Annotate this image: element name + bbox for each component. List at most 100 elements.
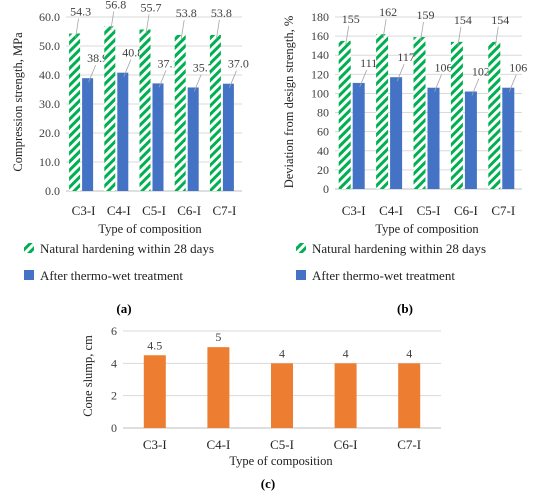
- chart-b-label-leader: [471, 78, 480, 96]
- chart-a-label-leader: [123, 59, 132, 77]
- chart-c-y-tick-label: 6: [111, 324, 117, 338]
- chart-c-x-axis-label: Type of composition: [229, 454, 333, 468]
- chart-a-label-leader: [75, 18, 79, 38]
- chart-b: Deviation from design strength, % Type o…: [282, 5, 527, 316]
- chart-b-panel-label: (b): [397, 301, 413, 316]
- chart-b-y-tick-label: 120: [311, 67, 329, 81]
- chart-c-x-tick-label: C6-I: [334, 437, 358, 452]
- chart-a-x-tick-label: C6-I: [177, 203, 201, 218]
- chart-a: Compression strength, MPa Type of compos…: [11, 0, 249, 316]
- chart-b-bar: [376, 34, 389, 190]
- chart-b-label-leader: [382, 19, 387, 39]
- chart-c-data-label: 4: [279, 346, 285, 360]
- chart-a-bar: [82, 78, 94, 191]
- chart-c-y-tick-label: 0: [111, 421, 117, 435]
- chart-b-y-tick-label: 100: [311, 86, 329, 100]
- chart-b-data-label: 106: [509, 61, 527, 75]
- chart-a-x-tick-label: C3-I: [72, 203, 96, 218]
- chart-b-y-tick-label: 20: [317, 163, 329, 177]
- chart-c-x-tick-label: C5-I: [270, 437, 294, 452]
- chart-a-bar: [222, 83, 234, 191]
- chart-a-legend-label-thermo: After thermo-wet treatment: [40, 268, 183, 283]
- chart-a-y-tick-label: 20.0: [39, 126, 60, 140]
- chart-b-label-leader: [396, 64, 405, 82]
- chart-a-data-label: 56.8: [105, 0, 126, 11]
- chart-b-y-tick-label: 0: [323, 182, 329, 196]
- chart-a-y-tick-label: 60.0: [39, 10, 60, 24]
- chart-a-data-label: 55.7: [141, 0, 162, 14]
- chart-a-x-axis-label: Type of composition: [98, 222, 202, 236]
- chart-a-data-label: 37.1: [158, 56, 179, 70]
- chart-b-legend: Natural hardening within 28 days After t…: [296, 241, 486, 283]
- chart-b-bar: [338, 40, 351, 190]
- chart-c-bar: [207, 347, 230, 428]
- chart-b-x-axis-label: Type of composition: [375, 222, 479, 236]
- chart-b-bar: [413, 37, 426, 189]
- chart-b-bar: [450, 41, 463, 189]
- chart-b-x-tick-label: C5-I: [417, 203, 441, 218]
- chart-a-x-tick-label: C7-I: [212, 203, 236, 218]
- chart-a-data-label: 37.0: [228, 57, 249, 71]
- chart-c-y-axis-label: Cone slump, cm: [81, 335, 95, 417]
- chart-b-y-tick-label: 60: [317, 125, 329, 139]
- chart-b-label-leader: [457, 26, 462, 46]
- chart-b-data-label: 102: [472, 65, 490, 79]
- chart-b-y-tick-label: 40: [317, 144, 329, 158]
- chart-a-label-leader: [193, 74, 202, 92]
- chart-c-data-label: 4.5: [147, 338, 162, 352]
- chart-c-data-label: 5: [215, 330, 221, 344]
- chart-c-data-label: 4: [406, 346, 412, 360]
- chart-a-label-leader: [145, 14, 150, 34]
- chart-a-data-label: 53.8: [176, 6, 197, 20]
- chart-b-data-label: 106: [435, 61, 453, 75]
- chart-b-bar: [427, 87, 440, 189]
- chart-b-label-leader: [494, 26, 499, 46]
- chart-b-label-leader: [345, 25, 350, 45]
- chart-c-data-label: 4: [343, 346, 349, 360]
- chart-a-panel-label: (a): [116, 301, 131, 316]
- chart-a-y-tick-label: 0.0: [45, 184, 60, 198]
- chart-b-y-tick-label: 140: [311, 48, 329, 62]
- chart-a-label-leader: [180, 19, 185, 40]
- chart-a-bar: [139, 29, 151, 191]
- chart-a-label-leader: [216, 19, 220, 40]
- chart-c-x-tick-label: C3-I: [143, 437, 167, 452]
- chart-b-legend-swatch-natural: [296, 243, 306, 253]
- chart-c-bar: [398, 363, 421, 428]
- chart-a-bar: [69, 33, 81, 191]
- chart-b-label-leader: [420, 22, 424, 42]
- chart-a-data-label: 35.7: [193, 60, 214, 74]
- chart-c-panel-label: (c): [261, 476, 275, 491]
- chart-a-bar: [117, 72, 129, 191]
- chart-a-y-tick-label: 10.0: [39, 155, 60, 169]
- chart-b-data-label: 162: [379, 5, 397, 19]
- chart-c: Cone slump, cm Type of composition (c) 0…: [81, 324, 441, 491]
- chart-b-bar: [464, 91, 477, 189]
- chart-c-y-tick-label: 4: [111, 356, 117, 370]
- chart-b-y-tick-label: 180: [311, 10, 329, 24]
- chart-a-bar: [187, 87, 199, 191]
- chart-a-data-label: 38.9: [87, 51, 108, 65]
- chart-a-bar: [174, 34, 186, 192]
- chart-b-data-label: 155: [342, 12, 360, 26]
- chart-b-y-tick-label: 80: [317, 106, 329, 120]
- chart-b-label-leader: [359, 69, 368, 88]
- chart-b-bar: [488, 41, 501, 189]
- chart-a-bar: [152, 83, 164, 191]
- chart-a-y-tick-label: 50.0: [39, 39, 60, 53]
- chart-b-data-label: 117: [397, 50, 415, 64]
- chart-b-y-tick-label: 160: [311, 29, 329, 43]
- chart-b-y-axis-label: Deviation from design strength, %: [282, 16, 296, 189]
- chart-a-legend-swatch-thermo: [24, 270, 34, 280]
- chart-a-bar: [104, 26, 116, 192]
- chart-b-bar: [352, 82, 365, 189]
- chart-a-data-label: 53.8: [211, 6, 232, 20]
- chart-c-bar: [271, 363, 293, 428]
- chart-a-legend-label-natural: Natural hardening within 28 days: [40, 241, 214, 256]
- chart-c-bar: [143, 355, 166, 428]
- chart-b-label-leader: [434, 74, 442, 92]
- chart-a-data-label: 54.3: [70, 5, 91, 19]
- chart-b-legend-swatch-thermo: [296, 270, 306, 280]
- chart-b-x-tick-label: C4-I: [379, 203, 403, 218]
- chart-b-x-tick-label: C3-I: [342, 203, 366, 218]
